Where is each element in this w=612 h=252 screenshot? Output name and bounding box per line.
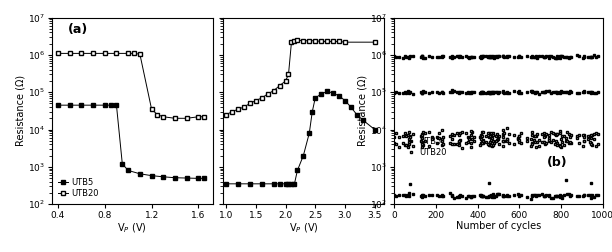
- UTB20: [124, 52, 132, 55]
- UTB20: [136, 53, 144, 56]
- UTB5: [113, 104, 120, 107]
- UTB20: [567, 134, 575, 137]
- UTB5: [418, 54, 425, 57]
- UTB20: [54, 52, 62, 55]
- UTB5: [201, 177, 208, 180]
- UTB5: [171, 176, 179, 179]
- UTB5: [399, 56, 406, 59]
- UTB5: [468, 56, 476, 59]
- UTB5: [101, 104, 108, 107]
- UTB5: [573, 54, 581, 57]
- UTB5: [484, 55, 491, 58]
- X-axis label: V$_P$ (V): V$_P$ (V): [288, 222, 318, 235]
- UTB5: [89, 104, 97, 107]
- UTB20: [154, 113, 161, 116]
- UTB20: [66, 52, 73, 55]
- UTB20: [148, 108, 155, 111]
- UTB20: [557, 130, 564, 133]
- Y-axis label: Resistance (Ω): Resistance (Ω): [15, 75, 25, 146]
- UTB5: [418, 55, 425, 58]
- UTB5: [119, 162, 126, 165]
- UTB5: [195, 177, 202, 180]
- Line: UTB5: UTB5: [56, 103, 206, 180]
- X-axis label: Number of cycles: Number of cycles: [456, 222, 541, 231]
- UTB20: [503, 127, 510, 130]
- Line: UTB20: UTB20: [393, 127, 600, 144]
- UTB20: [130, 52, 138, 55]
- UTB5: [439, 55, 446, 58]
- UTB20: [490, 141, 498, 144]
- UTB20: [406, 134, 414, 137]
- UTB20: [557, 132, 564, 135]
- UTB20: [467, 130, 474, 133]
- UTB20: [78, 52, 85, 55]
- Legend: UTB5, UTB20: UTB5, UTB20: [56, 176, 100, 200]
- Y-axis label: Resistance (Ω): Resistance (Ω): [357, 75, 367, 146]
- Line: UTB5: UTB5: [393, 54, 600, 59]
- Line: UTB20: UTB20: [56, 51, 206, 120]
- UTB5: [54, 104, 62, 107]
- UTB5: [183, 177, 190, 180]
- UTB5: [557, 54, 564, 57]
- UTB5: [124, 169, 132, 172]
- UTB20: [418, 133, 425, 136]
- UTB5: [78, 104, 85, 107]
- UTB20: [89, 52, 97, 55]
- UTB20: [101, 52, 108, 55]
- UTB5: [160, 175, 167, 178]
- UTB5: [107, 104, 114, 107]
- Text: (a): (a): [68, 23, 88, 36]
- X-axis label: V$_P$ (V): V$_P$ (V): [118, 222, 147, 235]
- UTB5: [148, 174, 155, 177]
- UTB20: [160, 115, 167, 118]
- Legend: UTB5, UTB20: UTB5, UTB20: [405, 135, 449, 159]
- Text: (b): (b): [547, 156, 567, 169]
- UTB5: [66, 104, 73, 107]
- UTB5: [406, 55, 414, 58]
- UTB5: [136, 172, 144, 175]
- UTB20: [439, 138, 446, 141]
- UTB20: [171, 117, 179, 120]
- UTB20: [201, 115, 208, 118]
- UTB20: [195, 115, 202, 118]
- UTB20: [113, 52, 120, 55]
- UTB20: [183, 117, 190, 120]
- UTB5: [592, 56, 599, 59]
- UTB20: [500, 129, 507, 132]
